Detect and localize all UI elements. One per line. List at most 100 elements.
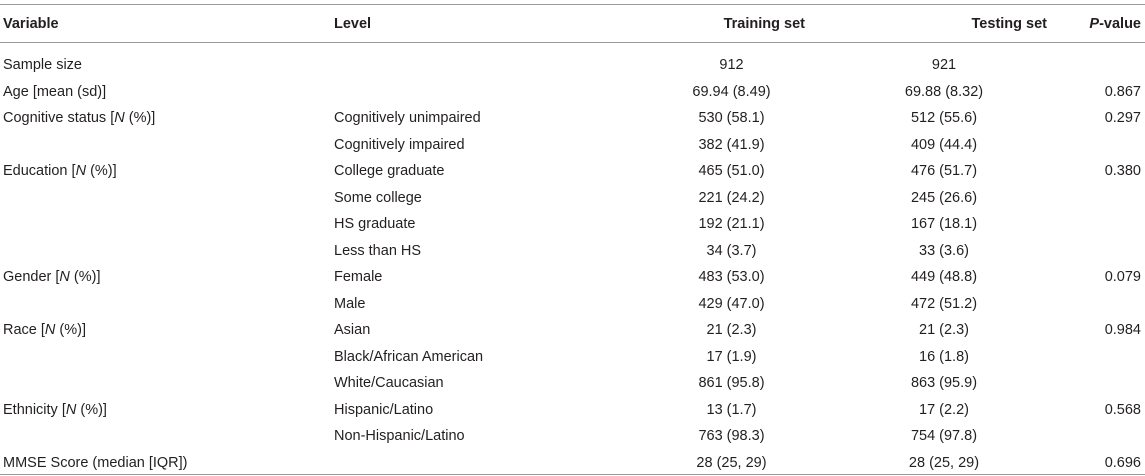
header-p-value: P-value [1059, 5, 1145, 42]
table-body: Sample size 912 921 Age [mean (sd)] 69.94 (8… [0, 42, 1145, 476]
header-p-italic: P [1089, 15, 1100, 32]
table-row: Some college 221 (24.2) 245 (26.6) [0, 185, 1145, 212]
table-row: Race [N (%)] Asian 21 (2.3) 21 (2.3) 0.984 [0, 317, 1145, 344]
cell-testing-set: 476 (51.7) [910, 163, 978, 180]
cell-training-set: 21 (2.3) [706, 322, 757, 339]
variable-text: Cognitive status [ [3, 110, 115, 127]
cell-variable [0, 238, 334, 265]
header-variable: Variable [3, 15, 59, 32]
table-row: White/Caucasian 861 (95.8) 863 (95.9) [0, 370, 1145, 397]
table-row: HS graduate 192 (21.1) 167 (18.1) [0, 211, 1145, 238]
cell-training-set: 221 (24.2) [698, 189, 765, 206]
cell-training-set: 530 (58.1) [698, 110, 765, 127]
table-row: Less than HS 34 (3.7) 33 (3.6) [0, 238, 1145, 265]
cell-p-value [1059, 132, 1145, 159]
cell-testing-set: 409 (44.4) [910, 136, 978, 153]
cell-level: Black/African American [334, 348, 484, 365]
table-row: Sample size 912 921 [0, 42, 1145, 79]
cell-variable: Ethnicity [N (%)] [0, 397, 334, 424]
cell-testing-set: 17 (2.2) [919, 401, 969, 418]
cell-variable: Cognitive status [N (%)] [0, 105, 334, 132]
cell-variable: Age [mean (sd)] [0, 79, 334, 106]
cell-testing-set: 754 (97.8) [910, 428, 978, 445]
header-training-set: Training set [723, 15, 805, 32]
variable-text: Gender [ [3, 269, 60, 286]
cell-p-value [1059, 211, 1145, 238]
table-row: Gender [N (%)] Female 483 (53.0) 449 (48.8)… [0, 264, 1145, 291]
cell-level: Some college [334, 189, 422, 206]
variable-text: Education [ [3, 163, 76, 180]
cell-testing-set: 472 (51.2) [910, 295, 978, 312]
cell-p-value: 0.380 [1104, 163, 1141, 180]
variable-text: Age [mean (sd)] [3, 83, 107, 100]
cell-p-value [1059, 238, 1145, 265]
cell-variable [0, 211, 334, 238]
variable-text: MMSE Score (median [IQR]) [3, 454, 188, 471]
characteristics-table: Variable Level Training set Testing set … [0, 5, 1145, 476]
cell-p-value [1059, 291, 1145, 318]
cell-testing-set: 921 [931, 57, 957, 74]
cell-variable [0, 370, 334, 397]
cell-training-set: 483 (53.0) [698, 269, 765, 286]
variable-text: Race [ [3, 322, 45, 339]
cell-training-set: 13 (1.7) [706, 401, 757, 418]
variable-suffix-text: (%)] [55, 322, 87, 339]
cell-p-value: 0.568 [1104, 401, 1141, 418]
table-row: Ethnicity [N (%)] Hispanic/Latino 13 (1.7)… [0, 397, 1145, 424]
cell-testing-set: 16 (1.8) [919, 348, 969, 365]
cell-training-set: 34 (3.7) [706, 242, 757, 259]
cell-p-value [1059, 185, 1145, 212]
table-row: Cognitively impaired 382 (41.9) 409 (44.4) [0, 132, 1145, 159]
cell-training-set: 17 (1.9) [706, 348, 757, 365]
cell-testing-set: 28 (25, 29) [908, 454, 980, 471]
cell-level: College graduate [334, 163, 445, 180]
variable-suffix-text: (%)] [76, 401, 107, 418]
cell-variable [0, 291, 334, 318]
cell-training-set: 69.94 (8.49) [692, 83, 771, 100]
table-row: Age [mean (sd)] 69.94 (8.49) 69.88 (8.32) 0… [0, 79, 1145, 106]
cell-variable [0, 185, 334, 212]
variable-italic-text: N [114, 110, 125, 127]
cell-variable: MMSE Score (median [IQR]) [0, 450, 334, 476]
cell-variable [0, 132, 334, 159]
cell-level: Less than HS [334, 242, 422, 259]
cell-level: HS graduate [334, 216, 416, 233]
header-level: Level [334, 15, 372, 32]
cell-level: Asian [334, 322, 371, 339]
table-row: Black/African American 17 (1.9) 16 (1.8) [0, 344, 1145, 371]
table-row: Non-Hispanic/Latino 763 (98.3) 754 (97.8) [0, 423, 1145, 450]
cell-variable [0, 344, 334, 371]
cell-training-set: 465 (51.0) [698, 163, 765, 180]
variable-italic-text: N [75, 163, 87, 180]
cell-variable: Gender [N (%)] [0, 264, 334, 291]
table-row: Cognitive status [N (%)] Cognitively unim… [0, 105, 1145, 132]
cell-level: Cognitively impaired [334, 136, 465, 153]
cell-level: Female [334, 269, 383, 286]
variable-italic-text: N [65, 401, 77, 418]
cell-variable: Race [N (%)] [0, 317, 334, 344]
cell-variable: Sample size [0, 42, 334, 79]
cell-p-value: 0.984 [1104, 322, 1141, 339]
cell-p-value [1059, 370, 1145, 397]
cell-training-set: 912 [719, 57, 744, 74]
cell-testing-set: 449 (48.8) [910, 269, 978, 286]
table-row: Male 429 (47.0) 472 (51.2) [0, 291, 1145, 318]
cell-p-value: 0.079 [1104, 269, 1141, 286]
cell-p-value [1059, 42, 1145, 79]
header-p-suffix: -value [1099, 15, 1141, 32]
top-rule [0, 4, 1145, 5]
cell-testing-set: 512 (55.6) [910, 110, 978, 127]
cell-variable [0, 423, 334, 450]
cell-level [334, 450, 564, 476]
cell-p-value: 0.696 [1104, 454, 1141, 471]
variable-text: Ethnicity [ [3, 401, 66, 418]
header-rule [0, 42, 1145, 43]
cell-testing-set: 69.88 (8.32) [904, 83, 984, 100]
cell-p-value [1059, 423, 1145, 450]
cell-testing-set: 33 (3.6) [919, 242, 969, 259]
variable-italic-text: N [59, 269, 70, 286]
cell-training-set: 429 (47.0) [698, 295, 765, 312]
cell-p-value: 0.867 [1104, 83, 1141, 100]
variable-suffix-text: (%)] [124, 110, 156, 127]
